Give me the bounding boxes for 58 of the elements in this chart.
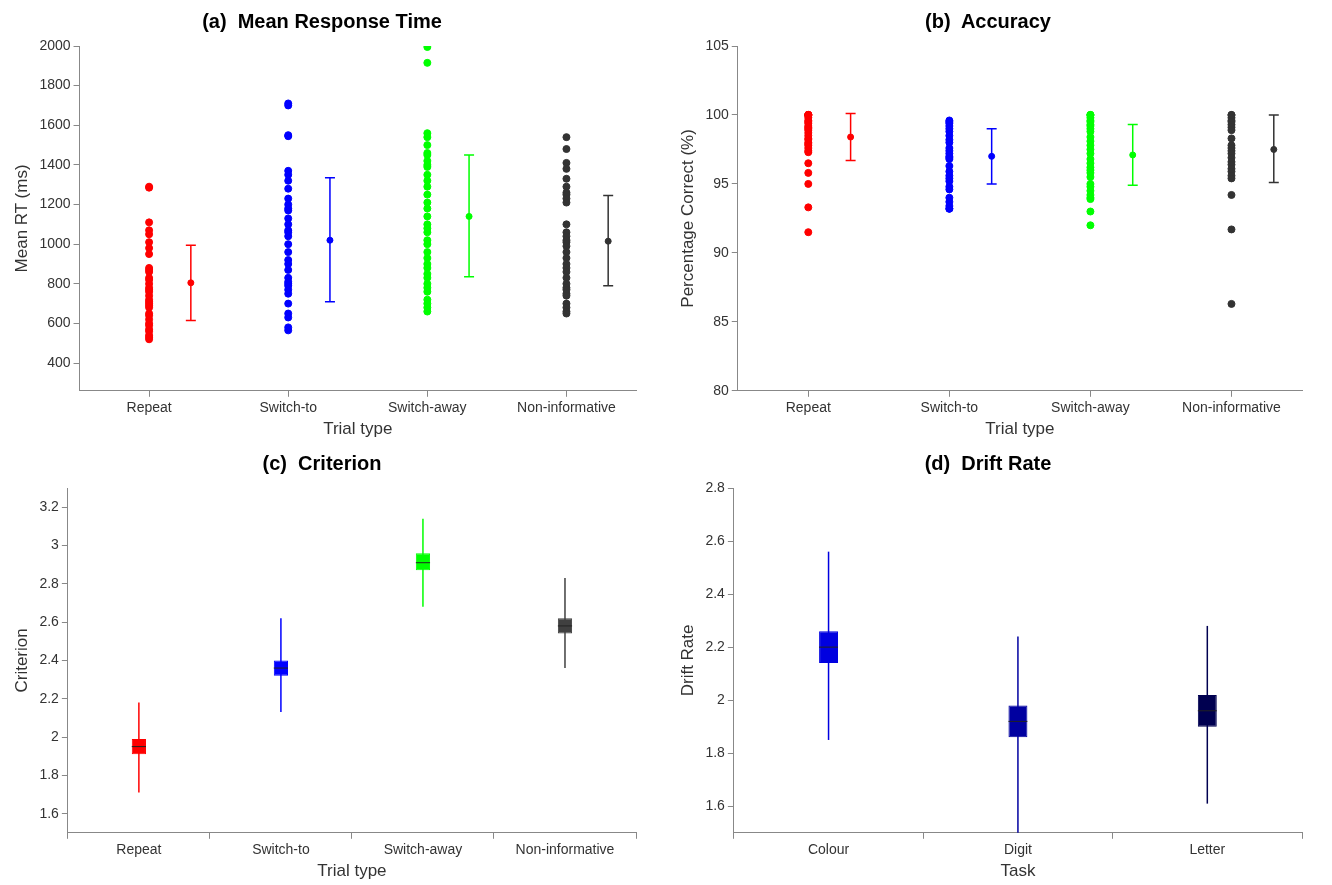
chart-title: (b) Accuracy	[925, 9, 1052, 32]
x-tick-label: Repeat	[126, 399, 172, 416]
y-tick-label: 1.8	[705, 744, 726, 761]
x-tick-label: Repeat	[116, 841, 162, 858]
x-axis-title: Trial type	[985, 419, 1055, 439]
y-tick-label: 400	[47, 353, 71, 370]
y-tick-label: 1200	[39, 195, 71, 212]
y-tick-label: 2	[717, 691, 726, 708]
x-tick-label: Switch-to	[920, 399, 979, 416]
y-tick-label: 2.4	[39, 651, 60, 668]
y-tick-label: 2	[51, 727, 60, 744]
y-tick-label: 600	[47, 314, 71, 331]
x-tick-label: Colour	[807, 841, 850, 858]
y-tick-label: 1400	[39, 155, 71, 172]
y-axis-title: Percentage Correct (%)	[677, 129, 697, 308]
y-tick-label: 85	[713, 312, 729, 329]
y-tick-label: 95	[713, 174, 729, 191]
y-tick-label: 1.6	[39, 804, 60, 821]
chart-title: (a) Mean Response Time	[202, 9, 442, 32]
x-axis-title: Task	[1000, 861, 1036, 881]
x-axis-title: Trial type	[317, 861, 387, 881]
y-tick-label: 1800	[39, 76, 71, 93]
x-tick-label: Non-informative	[1182, 399, 1282, 416]
y-tick-label: 1000	[39, 235, 71, 252]
y-axis-title: Criterion	[11, 628, 31, 693]
x-tick-label: Digit	[1003, 841, 1033, 858]
x-tick-label: Switch-to	[259, 399, 318, 416]
y-tick-label: 2.6	[705, 531, 726, 548]
y-tick-label: 2.4	[705, 584, 726, 601]
x-tick-label: Non-informative	[517, 399, 617, 416]
y-tick-label: 3.2	[39, 498, 60, 515]
y-tick-label: 800	[47, 274, 71, 291]
y-tick-label: 1.8	[39, 766, 60, 783]
y-tick-label: 2.8	[705, 478, 726, 495]
x-tick-label: Switch-away	[383, 841, 463, 858]
y-tick-label: 2.2	[705, 638, 726, 654]
y-tick-label: 1.6	[705, 797, 726, 814]
x-tick-label: Letter	[1189, 841, 1226, 858]
x-tick-label: Switch-away	[388, 399, 467, 416]
y-axis-title: Mean RT (ms)	[11, 164, 31, 273]
x-tick-label: Switch-away	[1051, 399, 1130, 416]
y-axis-title: Drift Rate	[677, 624, 697, 697]
y-tick-label: 2.2	[39, 689, 60, 706]
y-tick-label: 105	[705, 36, 729, 53]
y-tick-label: 1600	[39, 116, 71, 133]
x-tick-label: Repeat	[785, 399, 831, 416]
chart-title: (d) Drift Rate	[924, 451, 1052, 474]
y-tick-label: 100	[705, 105, 729, 122]
y-tick-label: 3	[51, 536, 60, 553]
y-tick-label: 80	[713, 381, 729, 398]
y-tick-label: 2.8	[39, 574, 60, 591]
x-tick-label: Switch-to	[252, 841, 310, 858]
y-tick-label: 2.6	[39, 612, 60, 629]
x-axis-title: Trial type	[323, 419, 393, 439]
y-tick-label: 90	[713, 243, 729, 260]
y-tick-label: 2000	[39, 36, 71, 53]
x-tick-label: Non-informative	[515, 841, 615, 858]
chart-title: (c) Criterion	[262, 451, 382, 474]
